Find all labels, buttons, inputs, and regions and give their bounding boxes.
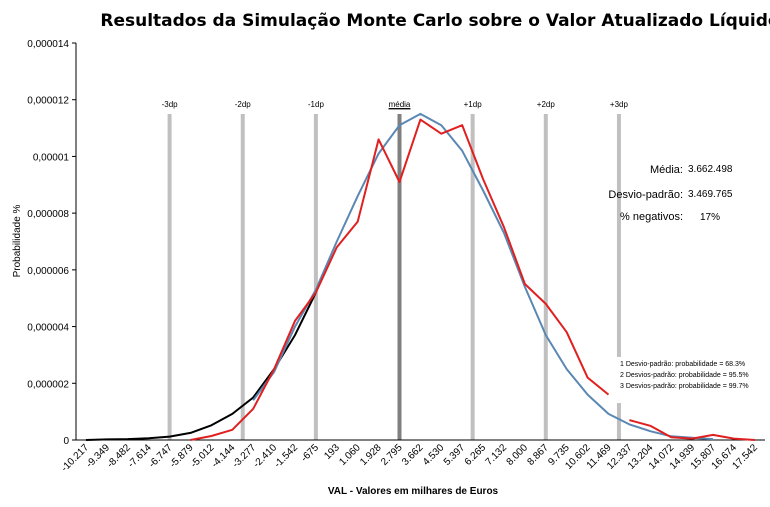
series-line-2-tail <box>629 419 755 441</box>
series-lines <box>85 112 755 441</box>
y-tick-label-3: 0,000006 <box>27 266 69 277</box>
chart-title: Resultados da Simulação Monte Carlo sobr… <box>100 11 770 31</box>
sd-label-3: média <box>389 100 411 109</box>
x-tick-label-17: 4.530 <box>421 442 447 468</box>
x-axis-label: VAL - Valores em milhares de Euros <box>328 486 499 497</box>
series-line-1 <box>252 112 714 441</box>
y-tick-label-1: 0,000002 <box>27 379 69 390</box>
media-label: Média: <box>650 164 683 176</box>
percent-negatives-value: 17% <box>700 212 720 223</box>
y-tick-label-6: 0,000012 <box>27 96 69 107</box>
x-tick-label-18: 5.397 <box>442 442 468 468</box>
sd-line-2 <box>313 114 318 440</box>
x-tick-label-10: -1.542 <box>272 442 300 470</box>
x-tick-label-20: 7.132 <box>484 442 510 468</box>
series-line-2 <box>190 118 610 441</box>
sd-label-1: -2dp <box>235 100 252 109</box>
x-tick-label-16: 3.662 <box>400 442 426 468</box>
x-tick-label-22: 8.867 <box>525 442 551 468</box>
notes-background <box>608 357 768 403</box>
sd-label-2: -1dp <box>308 100 325 109</box>
x-tick-label-21: 8.000 <box>505 442 531 468</box>
x-tick-label-11: -675 <box>299 442 321 464</box>
statistics-box: Média: 3.662.498 Desvio-padrão: 3.469.76… <box>608 164 733 223</box>
x-tick-label-14: 1.928 <box>358 442 384 468</box>
x-tick-labels: -10.217-9.349-8.482-7.614-6.747-5.879-5.… <box>59 442 760 474</box>
note-2-sd: 2 Desvios-padrão: probabilidade = 95.5% <box>620 372 749 379</box>
media-value: 3.662.498 <box>688 164 733 175</box>
sd-label-0: -3dp <box>162 100 179 109</box>
sd-line-5 <box>543 114 548 440</box>
sd-line-1 <box>240 114 245 440</box>
y-tick-label-5: 0,00001 <box>33 152 70 163</box>
x-tick-label-15: 2.795 <box>379 442 405 468</box>
sd-line-0 <box>167 114 172 440</box>
desvio-padrao-value: 3.469.765 <box>688 189 733 200</box>
series-line-0 <box>85 292 317 441</box>
note-1-sd: 1 Desvio-padrão: probabilidade = 68.3% <box>620 361 745 368</box>
y-axis-label: Probabilidade % <box>12 204 23 277</box>
note-3-sd: 3 Desvios-padrão: probabilidade = 99.7% <box>620 383 749 390</box>
y-tick-labels: 0 0,000002 0,000004 0,000006 0,000008 0,00001… <box>27 39 69 447</box>
desvio-padrao-label: Desvio-padrão: <box>608 189 683 201</box>
sd-label-5: +2dp <box>537 100 556 109</box>
sd-line-4 <box>470 114 475 440</box>
sd-label-4: +1dp <box>464 100 483 109</box>
y-tick-label-2: 0,000004 <box>27 323 69 334</box>
sd-line-3 <box>397 114 402 440</box>
y-tick-label-4: 0,000008 <box>27 209 69 220</box>
probability-notes: 1 Desvio-padrão: probabilidade = 68.3% 2… <box>620 361 749 390</box>
sd-label-6: +3dp <box>610 100 629 109</box>
y-tick-label-0: 0 <box>63 436 69 447</box>
std-dev-lines: -3dp -2dp -1dp média +1dp +2dp +3dp <box>162 100 768 440</box>
percent-negatives-label: % negativos: <box>620 211 683 223</box>
x-tick-label-19: 6.265 <box>463 442 489 468</box>
sd-line-6 <box>616 114 621 440</box>
x-tick-label-13: 1.060 <box>337 442 363 468</box>
y-tick-label-7: 0,000014 <box>27 39 69 50</box>
